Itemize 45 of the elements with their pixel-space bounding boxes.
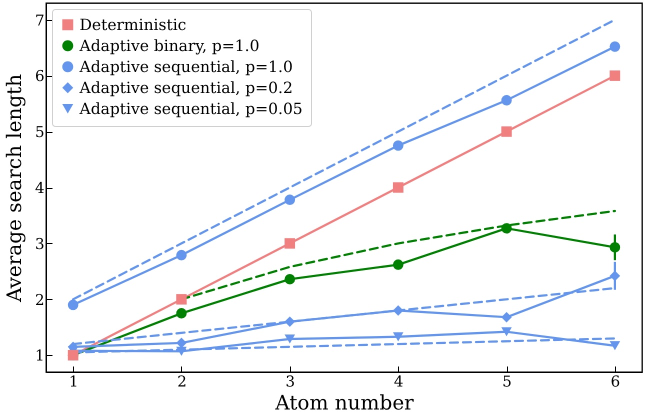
legend-label: Adaptive sequential, p=0.05 <box>78 100 303 118</box>
point <box>176 338 187 348</box>
point <box>176 250 187 260</box>
point <box>176 294 187 305</box>
y-axis-title: Average search length <box>2 74 26 304</box>
point <box>610 270 620 282</box>
legend-label: Deterministic <box>80 16 186 34</box>
x-tick-label: 1 <box>68 372 78 390</box>
x-tick-label: 5 <box>502 372 512 390</box>
point <box>392 305 404 316</box>
point <box>284 316 296 327</box>
legend-label: Adaptive binary, p=1.0 <box>78 36 260 55</box>
point <box>501 223 512 234</box>
point <box>610 70 620 81</box>
legend-label: Adaptive sequential, p=0.2 <box>78 78 293 97</box>
point <box>501 126 512 137</box>
y-tick-label: 3 <box>34 234 44 253</box>
point <box>392 182 404 193</box>
x-tick-label: 3 <box>286 372 296 390</box>
point <box>501 95 512 106</box>
point <box>392 140 404 151</box>
y-tick-label: 4 <box>34 179 44 197</box>
x-tick-label: 2 <box>177 372 187 390</box>
x-tick-label: 6 <box>610 372 620 390</box>
point <box>176 308 187 319</box>
point <box>284 274 296 284</box>
point <box>284 194 296 206</box>
legend-label: Adaptive sequential, p=1.0 <box>78 58 293 76</box>
point <box>610 341 620 350</box>
y-tick-label: 1 <box>34 346 44 365</box>
x-axis-title: Atom number <box>274 390 414 414</box>
point <box>610 41 620 52</box>
y-tick-label: 7 <box>34 11 44 30</box>
point <box>392 259 404 270</box>
point <box>68 300 78 310</box>
y-tick-label: 5 <box>34 123 44 142</box>
point <box>284 334 296 344</box>
point <box>501 327 512 336</box>
point <box>610 242 620 253</box>
point <box>284 238 296 249</box>
y-tick-label: 6 <box>34 67 44 86</box>
y-tick-label: 2 <box>34 290 44 309</box>
point <box>392 332 404 342</box>
point <box>501 312 512 322</box>
x-tick-label: 4 <box>394 372 404 390</box>
